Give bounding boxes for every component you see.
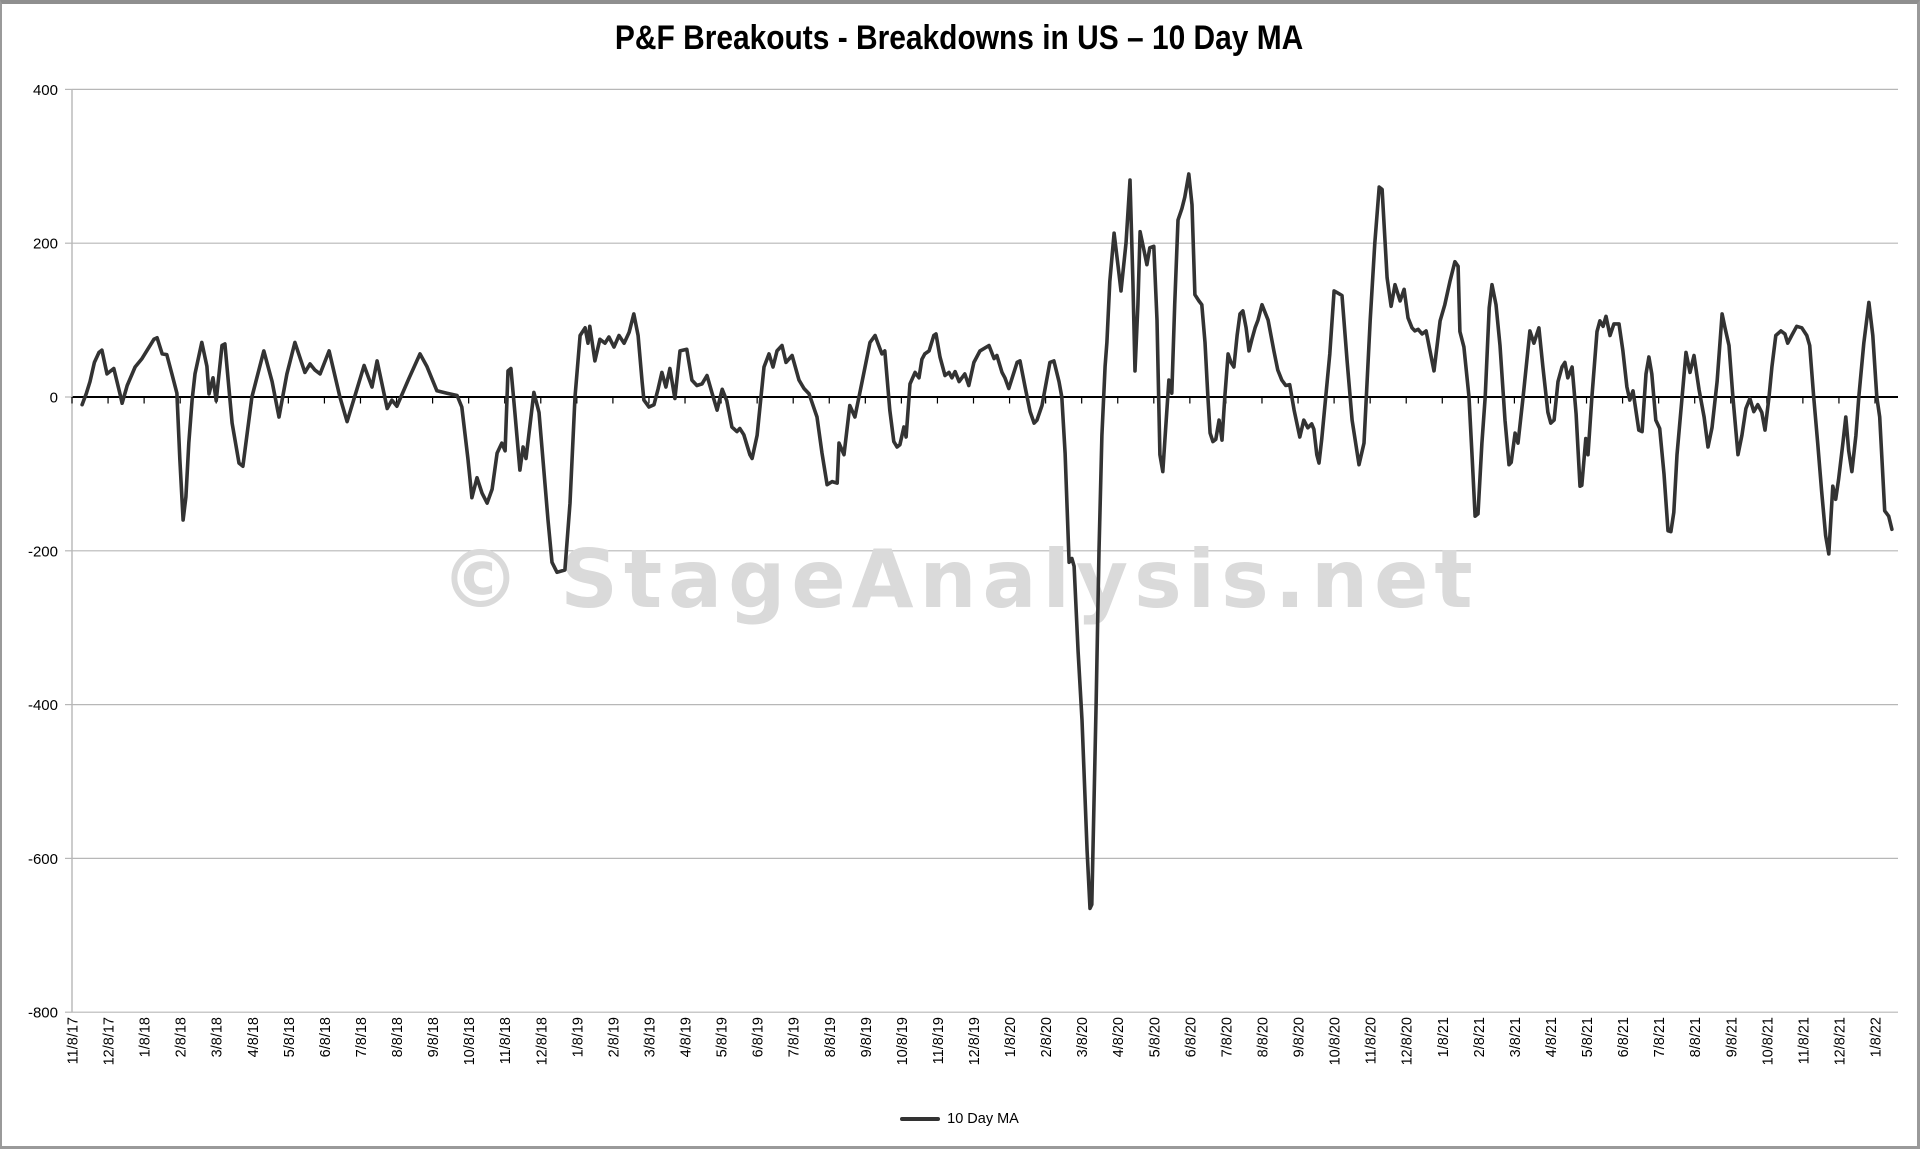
svg-text:10/8/18: 10/8/18 <box>462 1017 478 1065</box>
svg-text:7/8/18: 7/8/18 <box>354 1017 370 1057</box>
chart-title: P&F Breakouts - Breakdowns in US – 10 Da… <box>2 19 1917 57</box>
svg-text:8/8/19: 8/8/19 <box>823 1017 839 1057</box>
svg-text:12/8/19: 12/8/19 <box>967 1017 983 1065</box>
svg-text:1/8/22: 1/8/22 <box>1869 1017 1885 1057</box>
svg-text:3/8/18: 3/8/18 <box>210 1017 226 1057</box>
svg-text:-600: -600 <box>28 851 58 868</box>
series-line-10-day-ma <box>80 172 1894 911</box>
svg-text:11/8/17: 11/8/17 <box>66 1017 82 1064</box>
svg-text:8/8/20: 8/8/20 <box>1255 1017 1271 1057</box>
svg-text:11/8/19: 11/8/19 <box>931 1017 947 1064</box>
svg-text:3/8/20: 3/8/20 <box>1075 1017 1091 1057</box>
svg-text:6/8/19: 6/8/19 <box>751 1017 767 1057</box>
svg-text:0: 0 <box>50 390 58 407</box>
svg-text:11/8/21: 11/8/21 <box>1796 1017 1812 1064</box>
svg-text:-200: -200 <box>28 543 58 560</box>
svg-text:4/8/18: 4/8/18 <box>246 1017 262 1057</box>
svg-text:9/8/19: 9/8/19 <box>859 1017 875 1057</box>
svg-text:1/8/21: 1/8/21 <box>1436 1017 1452 1057</box>
svg-text:6/8/18: 6/8/18 <box>318 1017 334 1057</box>
svg-text:12/8/21: 12/8/21 <box>1832 1017 1848 1065</box>
svg-text:5/8/20: 5/8/20 <box>1147 1017 1163 1057</box>
svg-text:6/8/21: 6/8/21 <box>1616 1017 1632 1057</box>
svg-text:9/8/20: 9/8/20 <box>1292 1017 1308 1057</box>
svg-text:1/8/20: 1/8/20 <box>1003 1017 1019 1057</box>
svg-text:1/8/19: 1/8/19 <box>570 1017 586 1057</box>
svg-text:3/8/19: 3/8/19 <box>642 1017 658 1057</box>
svg-text:8/8/18: 8/8/18 <box>390 1017 406 1057</box>
svg-text:10/8/19: 10/8/19 <box>895 1017 911 1065</box>
svg-text:200: 200 <box>33 236 58 253</box>
svg-text:-800: -800 <box>28 1005 58 1022</box>
svg-text:9/8/18: 9/8/18 <box>426 1017 442 1057</box>
svg-text:3/8/21: 3/8/21 <box>1508 1017 1524 1057</box>
svg-text:-400: -400 <box>28 697 58 714</box>
svg-text:9/8/21: 9/8/21 <box>1724 1017 1740 1057</box>
svg-text:11/8/18: 11/8/18 <box>498 1017 514 1064</box>
svg-text:7/8/19: 7/8/19 <box>787 1017 803 1057</box>
svg-text:400: 400 <box>33 82 58 99</box>
svg-text:2/8/21: 2/8/21 <box>1472 1017 1488 1057</box>
svg-text:5/8/18: 5/8/18 <box>282 1017 298 1057</box>
svg-text:2/8/19: 2/8/19 <box>606 1017 622 1057</box>
legend-label: 10 Day MA <box>947 1111 1019 1127</box>
svg-text:5/8/21: 5/8/21 <box>1580 1017 1596 1057</box>
svg-text:7/8/20: 7/8/20 <box>1219 1017 1235 1057</box>
chart-title-text: P&F Breakouts - Breakdowns in US – 10 Da… <box>615 19 1304 57</box>
svg-text:4/8/21: 4/8/21 <box>1544 1017 1560 1057</box>
svg-text:2/8/18: 2/8/18 <box>174 1017 190 1057</box>
svg-text:4/8/19: 4/8/19 <box>679 1017 695 1057</box>
legend: 10 Day MA <box>2 1111 1917 1127</box>
svg-text:4/8/20: 4/8/20 <box>1111 1017 1127 1057</box>
legend-line-swatch <box>900 1117 941 1121</box>
svg-text:12/8/18: 12/8/18 <box>534 1017 550 1065</box>
svg-text:5/8/19: 5/8/19 <box>715 1017 731 1057</box>
svg-text:12/8/20: 12/8/20 <box>1400 1017 1416 1065</box>
svg-text:10/8/21: 10/8/21 <box>1760 1017 1776 1065</box>
svg-text:10/8/20: 10/8/20 <box>1328 1017 1344 1065</box>
svg-text:1/8/18: 1/8/18 <box>138 1017 154 1057</box>
svg-text:6/8/20: 6/8/20 <box>1183 1017 1199 1057</box>
svg-text:11/8/20: 11/8/20 <box>1364 1017 1380 1064</box>
svg-text:12/8/17: 12/8/17 <box>102 1017 118 1065</box>
svg-text:7/8/21: 7/8/21 <box>1652 1017 1668 1057</box>
svg-text:2/8/20: 2/8/20 <box>1039 1017 1055 1057</box>
svg-text:8/8/21: 8/8/21 <box>1688 1017 1704 1057</box>
